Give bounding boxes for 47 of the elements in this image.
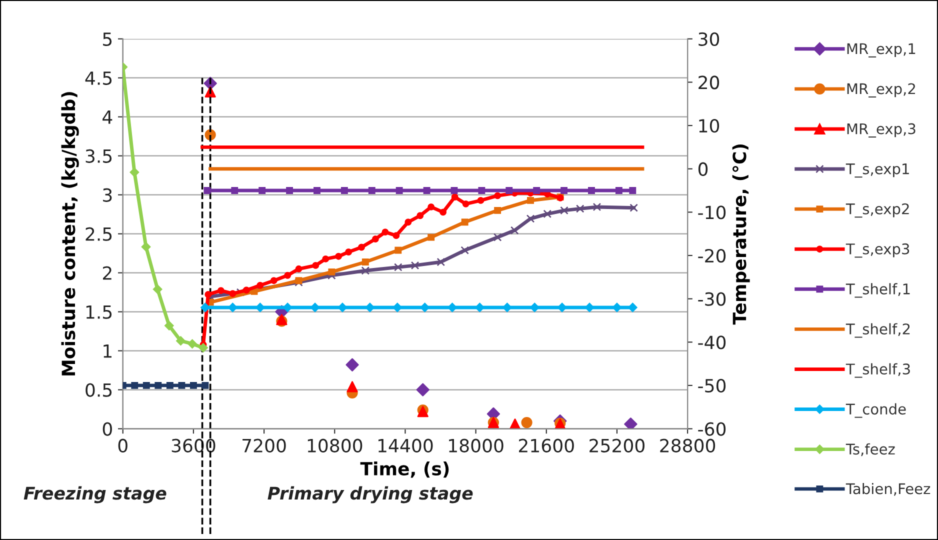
y-tick-label: 0 <box>102 422 112 436</box>
legend-label: T_s,exp1 <box>846 163 909 178</box>
y-tick-label: 1.5 <box>86 305 112 319</box>
x-tick-label: 18000 <box>449 438 504 452</box>
y-tick-label: 2.5 <box>86 227 112 241</box>
text: Primary drying stage <box>268 486 473 504</box>
y2-tick-label: -20 <box>698 248 726 263</box>
y-tick-label: 3.5 <box>86 149 112 163</box>
y-tick-label: 1 <box>104 344 112 358</box>
y2-tick-label: -30 <box>698 292 726 306</box>
y2-tick-label: -50 <box>698 378 726 393</box>
x-tick-label: 14400 <box>378 438 433 452</box>
y2-tick-label: -60 <box>698 422 726 436</box>
x-tick-label: 3600 <box>172 438 216 452</box>
text: Freezing stage <box>24 486 166 504</box>
legend-label: MR_exp,1 <box>847 43 916 58</box>
y-tick-label: 4 <box>102 110 112 124</box>
legend-label: MR_exp,3 <box>847 123 916 138</box>
y-tick-label: 5 <box>103 32 112 46</box>
legend-label: Ts,feez <box>846 443 895 456</box>
y2-tick-label: -10 <box>698 206 726 220</box>
x-tick-label: 10800 <box>308 438 362 452</box>
y-tick-label: 2 <box>102 266 112 280</box>
x-axis-title: Time, (s) <box>360 462 449 478</box>
legend-label: Tabien,Feez <box>846 482 930 496</box>
y2-tick-label: 10 <box>699 118 720 133</box>
y-axis-title: Moisture content, (kg/kgdb) <box>61 92 79 376</box>
legend-label: T_shelf,1 <box>846 283 910 298</box>
y2-axis-title: Temperature, (°C) <box>732 144 750 325</box>
y-tick-label: 3 <box>103 188 112 202</box>
y2-tick-label: 30 <box>698 32 720 46</box>
legend-label: MR_exp,2 <box>847 83 916 98</box>
legend-label: T_shelf,3 <box>846 363 910 378</box>
x-tick-label: 0 <box>118 438 128 452</box>
legend-label: T_conde <box>846 403 906 418</box>
legend-label: T_s,exp2 <box>846 203 909 218</box>
x-tick-label: 21600 <box>518 438 574 452</box>
x-tick-label: 7200 <box>242 438 286 452</box>
y-tick-label: 4.5 <box>85 72 112 85</box>
y2-tick-label: -40 <box>698 336 726 350</box>
x-tick-label: 28800 <box>660 438 716 452</box>
y2-tick-label: 0 <box>698 162 708 176</box>
legend-label: T_shelf,2 <box>846 323 910 338</box>
y-tick-label: 0.5 <box>86 383 112 397</box>
legend-label: T_s,exp3 <box>846 243 910 258</box>
x-tick-label: 25200 <box>590 438 644 452</box>
y2-tick-label: 20 <box>698 76 720 90</box>
